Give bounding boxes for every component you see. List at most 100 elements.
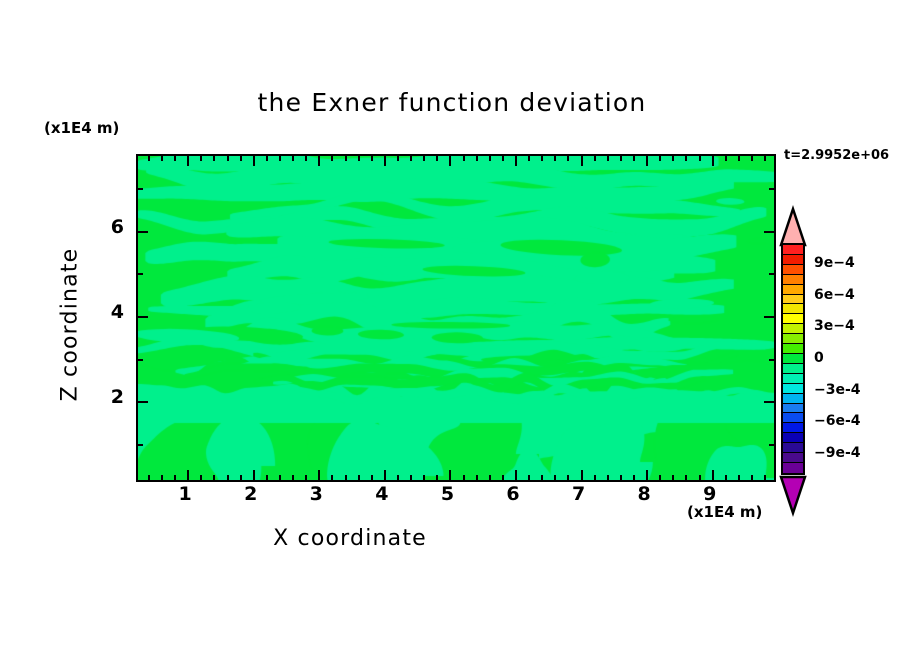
tick-mark — [475, 475, 478, 480]
tick-mark — [580, 156, 583, 166]
colorbar-band — [783, 462, 803, 473]
tick-mark — [147, 156, 150, 161]
tick-mark — [226, 475, 229, 480]
tick-mark — [541, 475, 544, 480]
tick-mark — [138, 230, 148, 233]
tick-mark — [764, 401, 774, 404]
tick-mark — [265, 156, 268, 161]
tick-mark — [724, 475, 727, 480]
tick-mark — [764, 230, 774, 233]
tick-mark — [685, 475, 688, 480]
x-axis-title: X coordinate — [273, 526, 427, 551]
tick-mark — [659, 475, 662, 480]
tick-mark — [567, 156, 570, 161]
tick-mark — [410, 475, 413, 480]
contour-plot-area — [136, 154, 776, 482]
tick-mark — [606, 475, 609, 480]
tick-mark — [619, 475, 622, 480]
colorbar-band — [783, 403, 803, 414]
tick-mark — [580, 470, 583, 480]
tick-mark — [764, 475, 767, 480]
colorbar-label: −9e-4 — [814, 444, 861, 461]
tick-mark — [724, 156, 727, 161]
colorbar-band — [783, 245, 803, 255]
tick-mark — [593, 156, 596, 161]
tick-mark — [200, 156, 203, 161]
time-stamp-label: t=2.9952e+06 — [784, 148, 890, 163]
tick-mark — [646, 156, 649, 166]
tick-mark — [138, 315, 148, 318]
tick-mark — [751, 475, 754, 480]
tick-mark — [567, 475, 570, 480]
tick-mark — [501, 156, 504, 161]
tick-mark — [410, 156, 413, 161]
tick-mark — [633, 156, 636, 161]
tick-mark — [515, 470, 517, 480]
tick-mark — [633, 475, 636, 480]
tick-mark — [711, 156, 714, 166]
tick-mark — [278, 475, 281, 480]
y-axis-unit-label: (x1E4 m) — [44, 119, 120, 137]
colorbar-band — [783, 393, 803, 404]
tick-mark — [396, 156, 399, 161]
tick-mark — [174, 475, 177, 480]
tick-mark — [252, 470, 255, 480]
colorbar-band — [783, 284, 803, 295]
colorbar-band — [783, 353, 803, 364]
tick-mark — [331, 475, 334, 480]
tick-mark — [147, 475, 150, 480]
tick-mark — [737, 156, 740, 161]
x-tick-label: 7 — [571, 483, 586, 505]
tick-mark — [200, 475, 203, 480]
tick-mark — [239, 475, 242, 480]
tick-mark — [515, 156, 517, 166]
colorbar-band — [783, 254, 803, 265]
tick-mark — [344, 156, 347, 161]
tick-mark — [357, 156, 360, 161]
tick-mark — [737, 475, 740, 480]
x-tick-label: 3 — [309, 483, 323, 505]
tick-mark — [659, 156, 662, 161]
colorbar-band — [783, 334, 803, 345]
x-axis-unit-label: (x1E4 m) — [687, 503, 763, 521]
tick-mark — [764, 156, 767, 161]
tick-mark — [698, 475, 701, 480]
tick-mark — [554, 475, 557, 480]
tick-mark — [764, 315, 774, 318]
colorbar-label: 9e−4 — [814, 255, 855, 272]
tick-mark — [383, 470, 386, 480]
tick-mark — [138, 358, 143, 361]
tick-mark — [423, 475, 426, 480]
colorbar-band — [783, 453, 803, 463]
colorbar-band — [783, 443, 803, 454]
tick-mark — [239, 156, 242, 161]
x-tick-label: 8 — [637, 483, 651, 505]
colorbar — [781, 243, 805, 475]
tick-mark — [138, 273, 143, 276]
tick-mark — [305, 156, 308, 161]
colorbar-band — [783, 314, 803, 325]
tick-mark — [646, 470, 649, 480]
tick-mark — [305, 475, 308, 480]
x-tick-label: 5 — [440, 483, 455, 505]
tick-mark — [213, 156, 216, 161]
tick-mark — [292, 156, 295, 161]
y-axis-title: Z coordinate — [57, 247, 83, 402]
tick-mark — [265, 475, 268, 480]
tick-mark — [685, 156, 688, 161]
tick-mark — [462, 156, 465, 161]
tick-mark — [160, 156, 163, 161]
tick-mark — [174, 156, 177, 161]
colorbar-band — [783, 304, 803, 315]
tick-mark — [423, 156, 426, 161]
tick-mark — [436, 475, 439, 480]
x-tick-label: 4 — [375, 483, 389, 505]
tick-mark — [187, 156, 190, 166]
tick-mark — [488, 475, 491, 480]
tick-mark — [138, 187, 143, 190]
tick-mark — [501, 475, 504, 480]
tick-mark — [769, 443, 774, 446]
tick-mark — [672, 156, 675, 161]
tick-mark — [344, 475, 347, 480]
tick-mark — [436, 156, 439, 161]
